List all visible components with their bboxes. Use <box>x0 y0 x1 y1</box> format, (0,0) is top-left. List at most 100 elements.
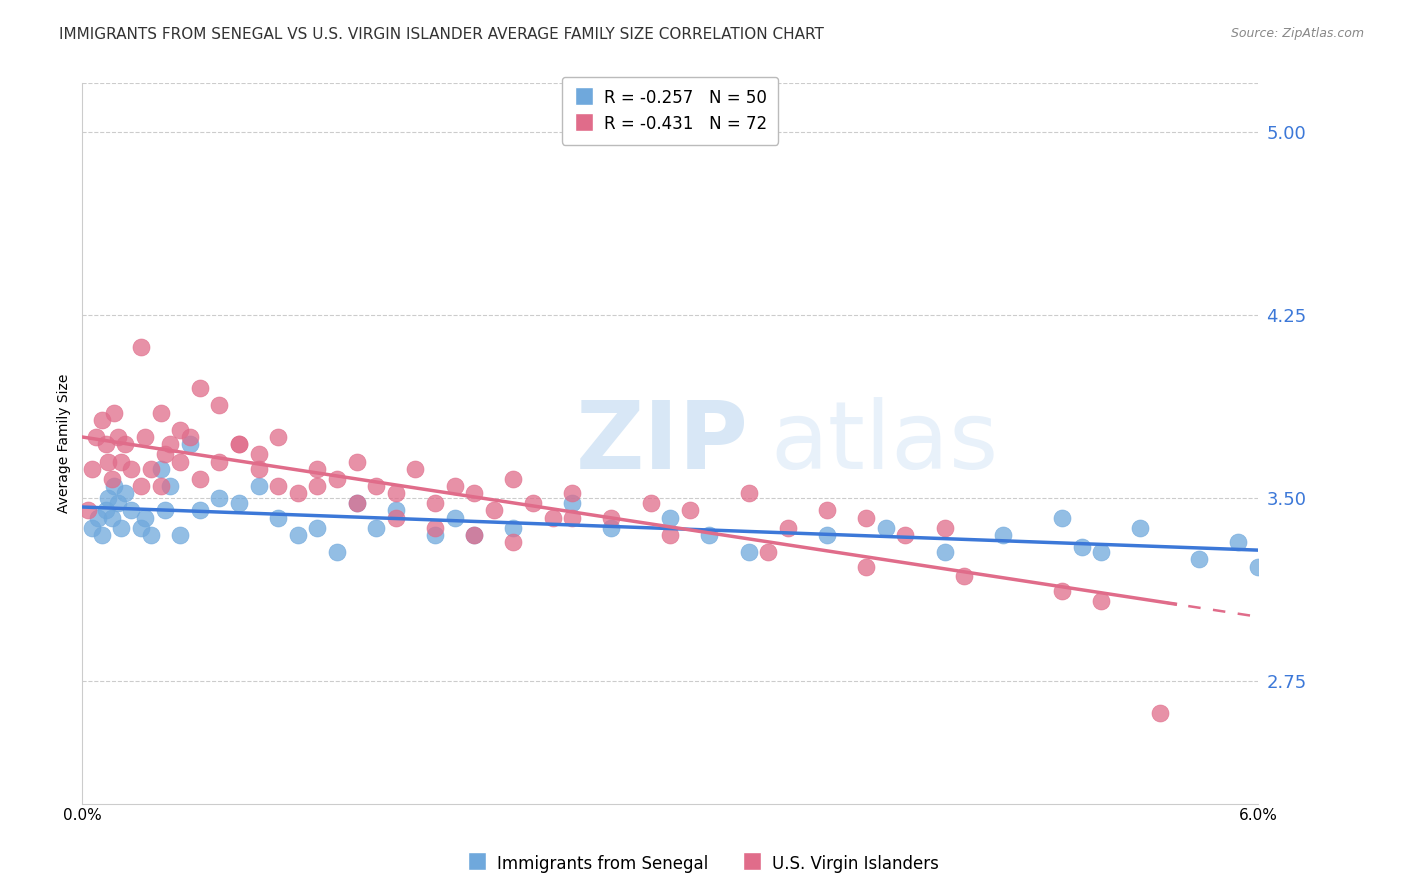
Point <box>100 510 122 524</box>
Text: IMMIGRANTS FROM SENEGAL VS U.S. VIRGIN ISLANDER AVERAGE FAMILY SIZE CORRELATION : IMMIGRANTS FROM SENEGAL VS U.S. VIRGIN I… <box>59 27 824 42</box>
Point <box>307 462 329 476</box>
Point <box>129 520 152 534</box>
Point <box>188 472 211 486</box>
Point <box>385 503 408 517</box>
Point <box>855 559 877 574</box>
Point <box>1050 584 1073 599</box>
Point <box>443 479 465 493</box>
Point <box>776 520 799 534</box>
Point <box>149 479 172 493</box>
Point <box>502 472 524 486</box>
Point <box>953 569 976 583</box>
Point <box>423 496 446 510</box>
Point <box>94 437 117 451</box>
Point <box>228 496 250 510</box>
Point <box>934 545 956 559</box>
Point <box>502 520 524 534</box>
Point <box>228 437 250 451</box>
Point <box>169 528 191 542</box>
Point <box>423 520 446 534</box>
Point <box>640 496 662 510</box>
Point <box>114 486 136 500</box>
Point <box>1070 540 1092 554</box>
Point <box>482 503 505 517</box>
Point <box>107 496 129 510</box>
Point <box>561 486 583 500</box>
Point <box>600 520 623 534</box>
Legend: R = -0.257   N = 50, R = -0.431   N = 72: R = -0.257 N = 50, R = -0.431 N = 72 <box>562 77 779 145</box>
Point <box>159 479 181 493</box>
Point <box>815 503 838 517</box>
Point <box>153 503 176 517</box>
Point <box>179 437 201 451</box>
Point <box>463 486 485 500</box>
Point <box>679 503 702 517</box>
Point <box>247 479 270 493</box>
Point <box>103 406 125 420</box>
Point <box>169 454 191 468</box>
Point <box>561 496 583 510</box>
Point <box>875 520 897 534</box>
Point <box>659 510 682 524</box>
Point <box>80 462 103 476</box>
Legend: Immigrants from Senegal, U.S. Virgin Islanders: Immigrants from Senegal, U.S. Virgin Isl… <box>461 847 945 880</box>
Point <box>1247 559 1270 574</box>
Point <box>385 510 408 524</box>
Point <box>561 510 583 524</box>
Point <box>267 479 290 493</box>
Point <box>894 528 917 542</box>
Point <box>1050 510 1073 524</box>
Point <box>159 437 181 451</box>
Point <box>1149 706 1171 721</box>
Point <box>139 462 162 476</box>
Point <box>267 430 290 444</box>
Point <box>129 479 152 493</box>
Point <box>287 486 309 500</box>
Point <box>110 520 132 534</box>
Point <box>90 413 112 427</box>
Point <box>120 462 142 476</box>
Point <box>103 479 125 493</box>
Point <box>1090 594 1112 608</box>
Point <box>463 528 485 542</box>
Point <box>80 520 103 534</box>
Point <box>100 472 122 486</box>
Point <box>541 510 564 524</box>
Point <box>188 381 211 395</box>
Point <box>815 528 838 542</box>
Point <box>1227 535 1250 549</box>
Point <box>423 528 446 542</box>
Point <box>114 437 136 451</box>
Point <box>267 510 290 524</box>
Point <box>149 406 172 420</box>
Point <box>97 491 120 506</box>
Point <box>139 528 162 542</box>
Point <box>600 510 623 524</box>
Text: Source: ZipAtlas.com: Source: ZipAtlas.com <box>1230 27 1364 40</box>
Point <box>169 423 191 437</box>
Point <box>346 496 368 510</box>
Point <box>129 340 152 354</box>
Point <box>77 503 100 517</box>
Point <box>404 462 426 476</box>
Point <box>1090 545 1112 559</box>
Point <box>1188 552 1211 566</box>
Point <box>737 545 759 559</box>
Point <box>307 479 329 493</box>
Point <box>366 520 388 534</box>
Point <box>188 503 211 517</box>
Point <box>855 510 877 524</box>
Point <box>385 486 408 500</box>
Point <box>110 454 132 468</box>
Point <box>287 528 309 542</box>
Text: atlas: atlas <box>770 397 998 489</box>
Point <box>90 528 112 542</box>
Point <box>134 510 156 524</box>
Point <box>1129 520 1152 534</box>
Point <box>993 528 1015 542</box>
Point <box>149 462 172 476</box>
Point <box>87 510 110 524</box>
Point <box>756 545 779 559</box>
Point <box>84 430 107 444</box>
Point <box>120 503 142 517</box>
